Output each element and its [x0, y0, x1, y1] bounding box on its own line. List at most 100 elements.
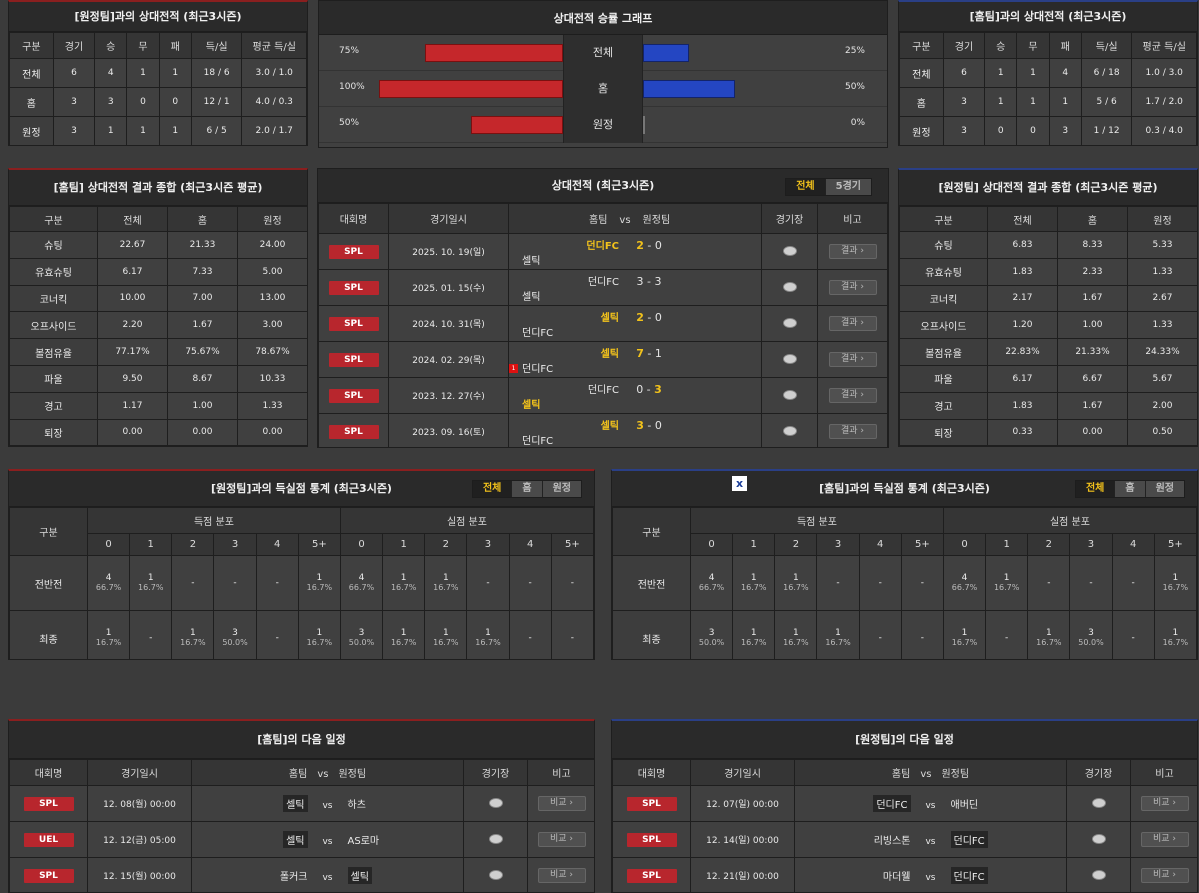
table-cell: 6.67 — [1057, 364, 1128, 393]
stadium-icon[interactable] — [782, 246, 797, 257]
tab-home[interactable]: 홈 — [511, 481, 542, 497]
score-separator: - — [643, 310, 655, 324]
home-team-cell: 던디FC 0 - 3셀틱 — [508, 377, 762, 414]
result-button[interactable]: 결과 › — [828, 388, 877, 403]
tab-away[interactable]: 원정 — [1144, 481, 1184, 497]
league-cell: SPL — [318, 377, 389, 414]
stadium-cell — [1066, 785, 1131, 822]
league-cell: SPL — [9, 857, 88, 892]
table-row: 원정 3 1 1 1 6 / 5 2.0 / 1.7 — [9, 116, 307, 145]
stadium-icon[interactable] — [782, 282, 797, 293]
percent: 16.7% — [138, 583, 164, 592]
stadium-icon[interactable] — [1091, 834, 1106, 845]
compare-button[interactable]: 비교 › — [1140, 832, 1189, 847]
panel-title: 상대전적 승률 그래프 — [319, 1, 887, 35]
tab-all[interactable]: 전체 — [786, 179, 825, 195]
compare-button[interactable]: 비교 › — [1140, 868, 1189, 883]
home-team: 폴커크 — [279, 872, 308, 883]
stadium-icon[interactable] — [782, 354, 797, 365]
table-cell: 1 — [158, 58, 192, 88]
match-row[interactable]: SPL 2023. 12. 27(수) 던디FC 0 - 3셀틱 결과 › — [318, 377, 888, 414]
away-team-wrap: 셀틱 — [509, 288, 629, 303]
schedule-row[interactable]: SPL 12. 07(일) 00:00 던디FC vs 애버딘 비교 › — [612, 785, 1197, 822]
score-cell: - — [255, 610, 299, 659]
tab-5games[interactable]: 5경기 — [824, 179, 871, 195]
table-row: 슈팅 6.83 8.33 5.33 — [899, 231, 1197, 259]
table-cell: 18 / 6 — [190, 58, 243, 88]
concede-cell: 1 16.7% — [424, 610, 468, 659]
count: - — [836, 578, 840, 588]
stadium-icon[interactable] — [488, 798, 503, 809]
table-cell: 1.7 / 2.0 — [1131, 87, 1197, 117]
concede-cell: - — [1111, 610, 1155, 659]
match-row[interactable]: SPL 2025. 10. 19(일) 던디FC 2 - 0셀틱 결과 › — [318, 233, 888, 270]
table-cell: 1 — [984, 58, 1018, 88]
table-cell: 8.67 — [167, 364, 238, 393]
compare-label: 비교 — [1152, 834, 1170, 844]
stadium-icon[interactable] — [782, 390, 797, 401]
stadium-icon[interactable] — [782, 426, 797, 437]
result-button[interactable]: 결과 › — [828, 244, 877, 259]
concede-cell: 4 66.7% — [339, 555, 384, 611]
tab-home[interactable]: 홈 — [1114, 481, 1145, 497]
away-header: 원정팀 — [338, 769, 367, 780]
tab-away[interactable]: 원정 — [541, 481, 581, 497]
score-cell: - — [900, 610, 944, 659]
tab-all[interactable]: 전체 — [472, 481, 512, 497]
result-button[interactable]: 결과 › — [828, 280, 877, 295]
home-score: 7 — [636, 346, 644, 360]
win-bar-right — [643, 80, 735, 98]
column-header: 경기일시 — [690, 759, 795, 786]
h2h-table: 구분 경기 승 무 패 득/실 평균 득/실 전체 6 4 1 1 18 / 6 3.0 / 1.0 홈 3 3… — [9, 32, 307, 145]
row-label: 코너킥 — [9, 284, 98, 313]
away-team-wrap: 셀틱 — [509, 252, 629, 267]
away-team-wrap: 던디FC — [509, 324, 629, 339]
count: 1 — [1045, 628, 1052, 638]
compare-label: 비교 — [549, 870, 567, 880]
stadium-icon[interactable] — [488, 834, 503, 845]
concede-cell: - — [508, 610, 552, 659]
table-cell: 1.67 — [167, 311, 238, 340]
stadium-icon[interactable] — [488, 870, 503, 881]
table-cell: 9.50 — [97, 364, 168, 393]
table-cell: 22.83% — [987, 338, 1058, 366]
away-score: 0 — [654, 418, 662, 432]
chevron-right-icon: › — [857, 282, 865, 292]
league-badge: SPL — [328, 244, 379, 259]
match-row[interactable]: SPL 2023. 09. 16(토) 셀틱 3 - 0던디FC 결과 › — [318, 413, 888, 447]
schedule-row[interactable]: UEL 12. 12(금) 05:00 셀틱 vs AS로마 비교 › — [9, 821, 594, 858]
league-badge: SPL — [328, 352, 379, 367]
row-label: 전체 — [899, 58, 944, 88]
schedule-row[interactable]: SPL 12. 14(일) 00:00 리빙스톤 vs 던디FC 비교 › — [612, 821, 1197, 858]
stadium-icon[interactable] — [782, 318, 797, 329]
compare-button[interactable]: 비교 › — [537, 868, 586, 883]
league-badge: SPL — [328, 424, 379, 439]
compare-button[interactable]: 비교 › — [1140, 796, 1189, 811]
chevron-right-icon: › — [857, 354, 865, 364]
tab-all[interactable]: 전체 — [1075, 481, 1115, 497]
note-cell: 비교 › — [527, 821, 594, 858]
compare-button[interactable]: 비교 › — [537, 832, 586, 847]
match-row[interactable]: SPL 2024. 10. 31(목) 셀틱 2 - 0던디FC 결과 › — [318, 305, 888, 342]
count: 3 — [1088, 628, 1094, 638]
vs-header: vs — [317, 769, 329, 780]
table-cell: 1 — [984, 87, 1018, 117]
match-row[interactable]: SPL 2025. 01. 15(수) 던디FC 3 - 3셀틱 결과 › — [318, 269, 888, 306]
count: - — [275, 578, 279, 588]
result-button[interactable]: 결과 › — [828, 424, 877, 439]
result-button[interactable]: 결과 › — [828, 316, 877, 331]
schedule-row[interactable]: SPL 12. 08(월) 00:00 셀틱 vs 하츠 비교 › — [9, 785, 594, 822]
stadium-icon[interactable] — [1091, 798, 1106, 809]
match-row[interactable]: SPL 2024. 02. 29(목) 셀틱 7 - 11 던디FC 결과 › — [318, 341, 888, 378]
result-button[interactable]: 결과 › — [828, 352, 877, 367]
percent: 50.0% — [698, 638, 725, 647]
home-header: 홈팀 — [288, 769, 308, 780]
count: 1 — [793, 573, 799, 583]
compare-button[interactable]: 비교 › — [537, 796, 586, 811]
chevron-right-icon: › — [1169, 798, 1177, 808]
schedule-row[interactable]: SPL 12. 15(월) 00:00 폴커크 vs 셀틱 비교 › — [9, 857, 594, 892]
schedule-row[interactable]: SPL 12. 21(일) 00:00 마더웰 vs 던디FC 비교 › — [612, 857, 1197, 892]
recent-table: 대회명 경기일시 홈팀 vs 원정팀 경기장 비고 SPL 2025. 10. 19(일) 던디F… — [318, 203, 888, 447]
concede-cell: - — [466, 555, 510, 611]
stadium-icon[interactable] — [1091, 870, 1106, 881]
